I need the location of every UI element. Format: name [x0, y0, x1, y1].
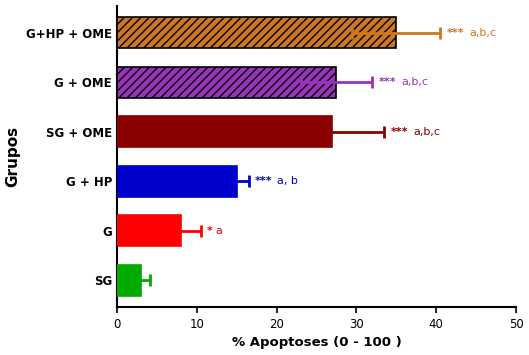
Text: ***: *** [446, 28, 464, 38]
Text: *: * [207, 226, 213, 236]
Text: ***: *** [255, 176, 272, 186]
Text: a, b: a, b [277, 176, 298, 186]
Bar [117, 265, 141, 296]
Bar [117, 17, 396, 48]
Bar [117, 166, 236, 197]
X-axis label: % Apoptoses (0 - 100 ): % Apoptoses (0 - 100 ) [232, 337, 402, 349]
Text: a,b,c: a,b,c [401, 77, 428, 87]
Text: a,b,c: a,b,c [413, 127, 440, 137]
Text: ***: *** [391, 127, 408, 137]
Bar [117, 215, 181, 246]
Text: a: a [215, 226, 222, 236]
Y-axis label: Grupos: Grupos [6, 126, 21, 187]
Bar [117, 67, 336, 98]
Text: a,b,c: a,b,c [469, 28, 496, 38]
Text: ***: *** [379, 77, 396, 87]
Bar [117, 116, 333, 147]
